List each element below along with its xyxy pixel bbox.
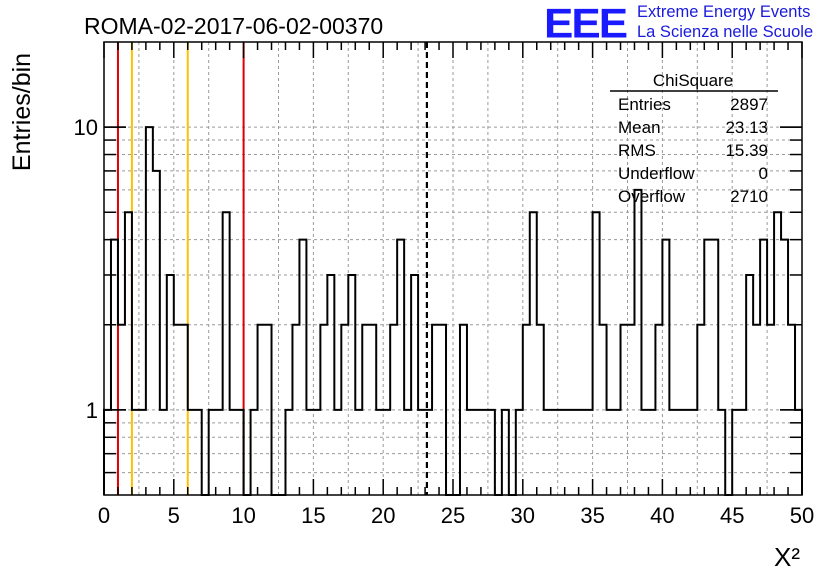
x-tick-label: 45 (720, 503, 744, 528)
x-tick-label: 25 (441, 503, 465, 528)
x-tick-label: 5 (168, 503, 180, 528)
stats-value: 23.13 (725, 118, 768, 137)
logo-line-1: Extreme Energy Events (637, 3, 811, 21)
stats-label: RMS (618, 141, 656, 160)
stats-label: Underflow (618, 164, 695, 183)
y-tick-label: 10 (74, 115, 98, 140)
x-tick-label: 20 (371, 503, 395, 528)
grid-lines (104, 42, 802, 495)
x-tick-label: 50 (790, 503, 814, 528)
stats-box: ChiSquare Entries 2897 Mean 23.13 RMS 15.39 Un… (610, 71, 778, 206)
logo-line-2: La Scienza nelle Scuole (637, 23, 814, 41)
x-tick-label: 0 (98, 503, 110, 528)
y-tick-label: 1 (86, 398, 98, 423)
histogram-outline (103, 126, 803, 496)
logo-text: Extreme Energy Events La Scienza nelle S… (637, 2, 813, 42)
chart-title: ROMA-02-2017-06-02-00370 (84, 13, 383, 39)
stats-label: Mean (618, 118, 661, 137)
axis-ticks (103, 42, 803, 495)
eee-logo: EEE (544, 0, 628, 47)
stats-value: 2710 (730, 187, 768, 206)
x-tick-label: 40 (650, 503, 674, 528)
x-tick-label: 35 (580, 503, 604, 528)
x-axis-label: X² (774, 542, 800, 572)
stats-label: Entries (618, 95, 671, 114)
stats-value: 0 (759, 164, 768, 183)
tick-labels: 0 5 10 15 20 25 30 35 40 45 50 1 10 (74, 115, 815, 528)
x-tick-label: 30 (511, 503, 535, 528)
stats-title: ChiSquare (653, 71, 733, 90)
stats-value: 15.39 (725, 141, 768, 160)
x-tick-label: 15 (301, 503, 325, 528)
x-tick-label: 10 (231, 503, 255, 528)
y-axis-label: Entries/bin (8, 53, 36, 171)
stats-label: Overflow (618, 187, 686, 206)
stats-value: 2897 (730, 95, 768, 114)
